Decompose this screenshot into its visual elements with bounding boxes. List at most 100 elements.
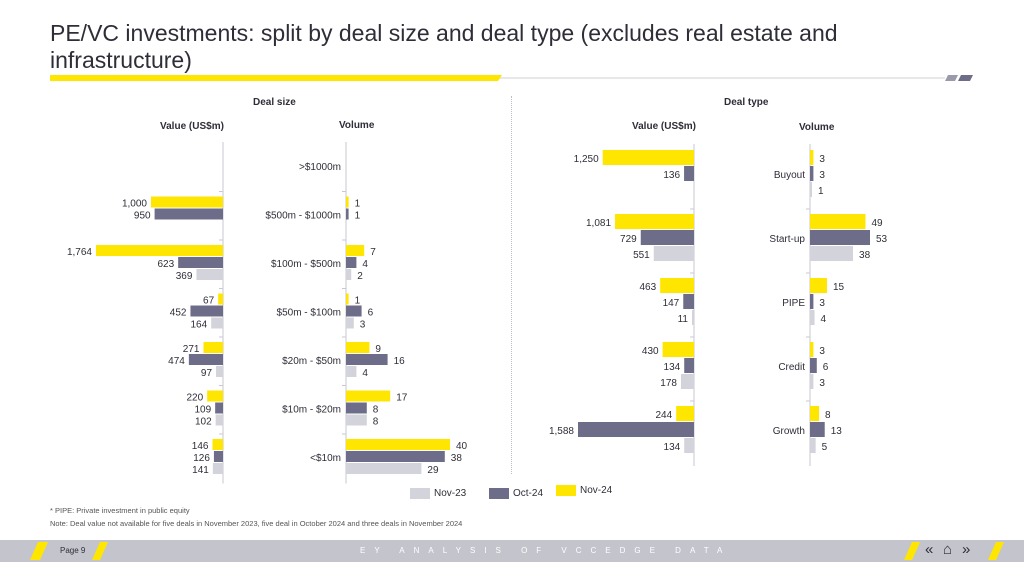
chart0-label-50m-100m-nov-23: 164 (191, 320, 208, 331)
chart3-bar-buyout-nov-24 (810, 150, 814, 165)
chart1-label-20m-50m-nov-24: 9 (375, 344, 381, 355)
chart2-bar-start-up-nov-24 (615, 214, 694, 229)
chart1-label-10m-20m-nov-23: 8 (373, 417, 379, 428)
legend-nov23-swatch (410, 488, 430, 499)
chart0-label-500m-1000m-nov-24: 1,000 (122, 199, 147, 210)
chart0-bar-100m-500m-nov-23 (196, 269, 223, 280)
deal-size-header: Deal size (253, 97, 296, 108)
chart0-label-20m-50m-oct-24: 474 (168, 356, 185, 367)
chart3-bar-growth-oct-24 (810, 422, 825, 437)
chart1-label-10m-nov-23: 29 (427, 465, 439, 476)
title-underline (50, 75, 973, 81)
chart0-bar-500m-1000m-nov-24 (151, 196, 223, 208)
chart0-label-100m-500m-nov-24: 1,764 (67, 247, 92, 258)
chart1-bar-10m-nov-24 (346, 439, 450, 450)
chart2-label-pipe-nov-23: 11 (678, 314, 689, 325)
deal-type-header: Deal type (724, 97, 769, 108)
chart0-label-50m-100m-oct-24: 452 (170, 308, 187, 319)
chart0-bar-100m-500m-nov-24 (96, 245, 223, 256)
chart0-bar-20m-50m-nov-24 (203, 342, 223, 353)
chart0-bar-20m-50m-oct-24 (188, 354, 223, 365)
legend-nov24-label: Nov-24 (580, 485, 613, 496)
chart1-label-100m-500m-nov-23: 2 (357, 271, 363, 282)
chart1-bar-50m-100m-oct-24 (346, 305, 362, 317)
deal-type-volume-header: Volume (799, 122, 835, 133)
chart3-bar-credit-nov-24 (810, 342, 814, 357)
chart1-label-500m-1000m-nov-24: 1 (355, 199, 361, 210)
chart1-bar-500m-1000m-nov-24 (346, 196, 349, 208)
deal-size-value-header: Value (US$m) (160, 121, 224, 132)
chart1-label-100m-500m-oct-24: 4 (362, 259, 368, 270)
page-number: Page 9 (60, 546, 86, 555)
chart2-label-credit-nov-24: 430 (642, 346, 659, 357)
chart3-bar-buyout-nov-23 (810, 182, 812, 197)
chart2-label-start-up-nov-23: 551 (633, 250, 650, 261)
legend-oct24: Oct-24 (489, 488, 543, 499)
chart2-bar-credit-nov-24 (662, 342, 694, 357)
chart3-bar-growth-nov-24 (810, 406, 820, 421)
chart3-bar-pipe-oct-24 (810, 294, 814, 309)
nav-home-icon[interactable]: ⌂ (943, 541, 953, 558)
chart2-bar-growth-nov-24 (676, 406, 694, 421)
footer-text: EY ANALYSIS OF VCCEDGE DATA (360, 546, 732, 555)
legend-oct24-swatch (489, 488, 509, 499)
chart1-category-20m-50m: $20m - $50m (282, 356, 341, 367)
chart1-label-20m-50m-oct-24: 16 (394, 356, 406, 367)
chart3-label-buyout-nov-24: 3 (819, 154, 825, 165)
chart3-label-growth-nov-23: 5 (822, 442, 828, 453)
chart0-label-10m-20m-nov-24: 220 (186, 393, 203, 404)
chart0-label-10m-20m-nov-23: 102 (195, 417, 212, 428)
chart0-bar-10m-20m-oct-24 (215, 402, 223, 414)
chart0-label-100m-500m-nov-23: 369 (176, 271, 193, 282)
chart0-label-10m-20m-oct-24: 109 (194, 405, 211, 416)
chart0-label-10m-nov-23: 141 (192, 465, 209, 476)
chart1-category-1000m: >$1000m (299, 162, 341, 173)
chart2-label-start-up-oct-24: 729 (620, 234, 637, 245)
chart1-label-10m-20m-nov-24: 17 (396, 393, 408, 404)
chart1-bar-10m-20m-nov-24 (346, 390, 391, 402)
chart1-bar-10m-nov-23 (346, 463, 422, 474)
chart2-bar-pipe-nov-23 (692, 310, 694, 325)
nav-prev-icon[interactable]: « (925, 541, 934, 558)
chart1-bar-20m-50m-oct-24 (346, 354, 388, 365)
chart0-bar-500m-1000m-oct-24 (154, 208, 223, 220)
chart3-bar-pipe-nov-24 (810, 278, 827, 293)
chart1-bar-50m-100m-nov-24 (346, 293, 349, 305)
chart2-label-growth-nov-24: 244 (655, 410, 672, 421)
chart3-label-credit-oct-24: 6 (823, 362, 829, 373)
chart2-bar-start-up-nov-23 (653, 246, 694, 261)
chart1-label-50m-100m-nov-23: 3 (360, 320, 366, 331)
chart3-bar-buyout-oct-24 (810, 166, 814, 181)
chart2-bar-credit-nov-23 (680, 374, 694, 389)
chart3-label-pipe-nov-24: 15 (833, 282, 845, 293)
chart3-category-pipe: PIPE (782, 298, 805, 309)
chart3-label-credit-nov-24: 3 (819, 346, 825, 357)
chart2-label-pipe-nov-24: 463 (639, 282, 656, 293)
chart0-bar-20m-50m-nov-23 (216, 366, 223, 377)
chart3-label-pipe-nov-23: 4 (821, 314, 827, 325)
chart2-label-buyout-nov-24: 1,250 (574, 154, 599, 165)
chart3-label-credit-nov-23: 3 (819, 378, 825, 389)
chart1-bar-20m-50m-nov-24 (346, 342, 370, 353)
deal-size-volume-header: Volume (339, 120, 375, 131)
chart2-bar-growth-nov-23 (684, 438, 694, 453)
page-title: PE/VC investments: split by deal size an… (50, 20, 838, 73)
chart1-category-500m-1000m: $500m - $1000m (265, 211, 341, 222)
chart1-label-50m-100m-oct-24: 6 (368, 308, 374, 319)
chart1-bar-50m-100m-nov-23 (346, 317, 354, 329)
section-divider (511, 96, 512, 474)
chart2-bar-growth-oct-24 (578, 422, 694, 437)
chart0-label-100m-500m-oct-24: 623 (157, 259, 174, 270)
chart3-bar-growth-nov-23 (810, 438, 816, 453)
chart1-bar-10m-20m-oct-24 (346, 402, 367, 414)
chart0-label-20m-50m-nov-23: 97 (201, 368, 213, 379)
chart1-category-50m-100m: $50m - $100m (277, 308, 341, 319)
chart1-bar-10m-20m-nov-23 (346, 414, 367, 426)
chart3-label-buyout-nov-23: 1 (818, 186, 824, 197)
chart3-category-buyout: Buyout (774, 170, 805, 181)
chart0-bar-10m-nov-24 (212, 439, 223, 450)
chart2-label-growth-oct-24: 1,588 (549, 426, 574, 437)
charts-canvas: 1,0009501,764623369674521642714749722010… (67, 142, 888, 484)
chart0-bar-10m-nov-23 (212, 463, 223, 474)
nav-next-icon[interactable]: » (962, 541, 971, 558)
